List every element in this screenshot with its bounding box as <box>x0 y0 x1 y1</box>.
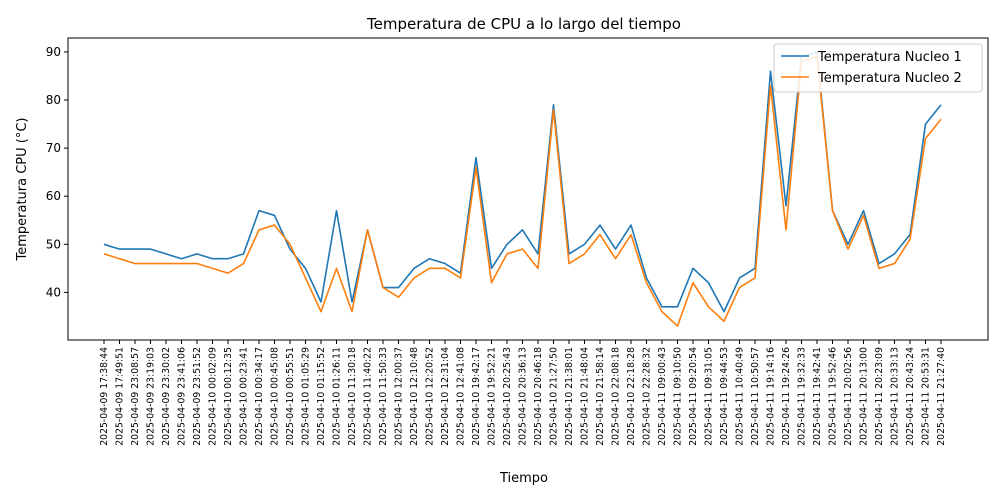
x-tick-label: 2025-04-09 23:30:02 <box>161 347 172 446</box>
series-lines <box>103 51 942 327</box>
x-tick-label: 2025-04-10 19:52:21 <box>487 347 498 446</box>
x-tick-label: 2025-04-10 12:31:04 <box>440 347 451 446</box>
x-tick-label: 2025-04-09 17:49:51 <box>115 347 126 446</box>
x-tick-label: 2025-04-11 09:44:53 <box>719 347 730 446</box>
x-tick-label: 2025-04-11 20:43:24 <box>905 347 916 446</box>
x-axis-label: Tiempo <box>499 471 548 486</box>
x-tick-label: 2025-04-11 19:24:26 <box>781 347 792 446</box>
x-tick-label: 2025-04-10 21:38:01 <box>564 347 575 446</box>
x-tick-label: 2025-04-10 21:27:50 <box>549 347 560 446</box>
x-tick-label: 2025-04-11 19:42:41 <box>812 347 823 446</box>
x-tick-label: 2025-04-10 01:15:52 <box>316 347 327 446</box>
x-tick-label: 2025-04-10 22:08:18 <box>611 347 622 446</box>
x-tick-label: 2025-04-10 00:02:09 <box>208 347 219 446</box>
x-tick-label: 2025-04-10 12:20:52 <box>425 347 436 446</box>
x-tick-label: 2025-04-10 21:58:14 <box>595 347 606 446</box>
x-tick-label: 2025-04-10 20:25:43 <box>502 347 513 446</box>
x-tick-label: 2025-04-09 17:38:44 <box>99 347 110 446</box>
legend-box <box>773 43 983 93</box>
x-tick-label: 2025-04-11 09:31:05 <box>704 347 715 446</box>
x-tick-label: 2025-04-10 01:05:29 <box>301 347 312 446</box>
x-tick-label: 2025-04-09 23:08:57 <box>130 347 141 446</box>
x-tick-label: 2025-04-10 20:46:18 <box>533 347 544 446</box>
x-tick-label: 2025-04-11 09:10:50 <box>673 347 684 446</box>
x-tick-label: 2025-04-10 11:40:22 <box>363 347 374 446</box>
y-tick-label: 70 <box>46 141 61 155</box>
x-tick-label: 2025-04-11 19:14:16 <box>766 347 777 446</box>
x-tick-label: 2025-04-11 21:27:40 <box>936 347 947 446</box>
x-tick-label: 2025-04-10 00:23:41 <box>239 347 250 446</box>
legend-label-nucleo-1: Temperatura Nucleo 1 <box>817 50 962 65</box>
x-tick-label: 2025-04-11 20:02:56 <box>843 347 854 446</box>
legend-label-nucleo-2: Temperatura Nucleo 2 <box>817 71 962 86</box>
x-tick-label: 2025-04-11 20:33:13 <box>890 347 901 446</box>
series-line-nucleo-2 <box>103 55 942 327</box>
x-tick-label: 2025-04-10 01:26:11 <box>332 347 343 446</box>
x-tick-label: 2025-04-11 20:53:31 <box>921 347 932 446</box>
x-tick-label: 2025-04-10 00:45:08 <box>270 347 281 446</box>
legend: Temperatura Nucleo 1 Temperatura Nucleo … <box>773 43 983 93</box>
x-tick-label: 2025-04-11 10:50:57 <box>750 347 761 446</box>
y-tick-label: 60 <box>46 189 61 203</box>
x-tick-label: 2025-04-11 09:20:54 <box>688 347 699 446</box>
chart-title: Temperatura de CPU a lo largo del tiempo <box>366 15 681 33</box>
y-tick-label: 40 <box>46 285 61 299</box>
x-tick-label: 2025-04-09 23:19:03 <box>146 347 157 446</box>
x-tick-label: 2025-04-10 00:34:17 <box>254 347 265 446</box>
x-tick-label: 2025-04-10 11:30:18 <box>347 347 358 446</box>
x-tick-label: 2025-04-11 10:40:49 <box>735 347 746 446</box>
y-tick-label: 50 <box>46 237 61 251</box>
x-tick-label: 2025-04-10 11:50:33 <box>378 347 389 446</box>
x-tick-label: 2025-04-10 22:28:32 <box>642 347 653 446</box>
x-tick-label: 2025-04-11 20:23:09 <box>874 347 885 446</box>
x-axis: 2025-04-09 17:38:44 2025-04-09 17:49:51 20… <box>99 340 947 446</box>
x-tick-label: 2025-04-11 20:13:00 <box>859 347 870 446</box>
x-tick-label: 2025-04-10 00:55:51 <box>285 347 296 446</box>
x-tick-label: 2025-04-09 23:51:52 <box>192 347 203 446</box>
y-tick-label: 90 <box>46 45 61 59</box>
x-tick-label: 2025-04-09 23:41:06 <box>177 347 188 446</box>
x-tick-label: 2025-04-10 22:18:28 <box>626 347 637 446</box>
y-axis-label: Temperatura CPU (°C) <box>15 117 30 261</box>
x-tick-label: 2025-04-10 12:00:37 <box>394 347 405 446</box>
x-tick-label: 2025-04-10 20:36:13 <box>518 347 529 446</box>
x-tick-label: 2025-04-11 19:32:33 <box>797 347 808 446</box>
x-tick-label: 2025-04-11 19:52:46 <box>828 347 839 446</box>
y-tick-label: 80 <box>46 93 61 107</box>
x-tick-label: 2025-04-10 12:41:08 <box>456 347 467 446</box>
plot-frame <box>67 37 989 341</box>
x-tick-label: 2025-04-10 19:42:17 <box>471 347 482 446</box>
x-tick-label: 2025-04-11 09:00:43 <box>657 347 668 446</box>
x-tick-label: 2025-04-10 00:12:35 <box>223 347 234 446</box>
y-axis: 40 50 60 70 80 90 <box>46 45 68 299</box>
x-tick-label: 2025-04-10 21:48:04 <box>580 347 591 446</box>
x-tick-label: 2025-04-10 12:10:48 <box>409 347 420 446</box>
